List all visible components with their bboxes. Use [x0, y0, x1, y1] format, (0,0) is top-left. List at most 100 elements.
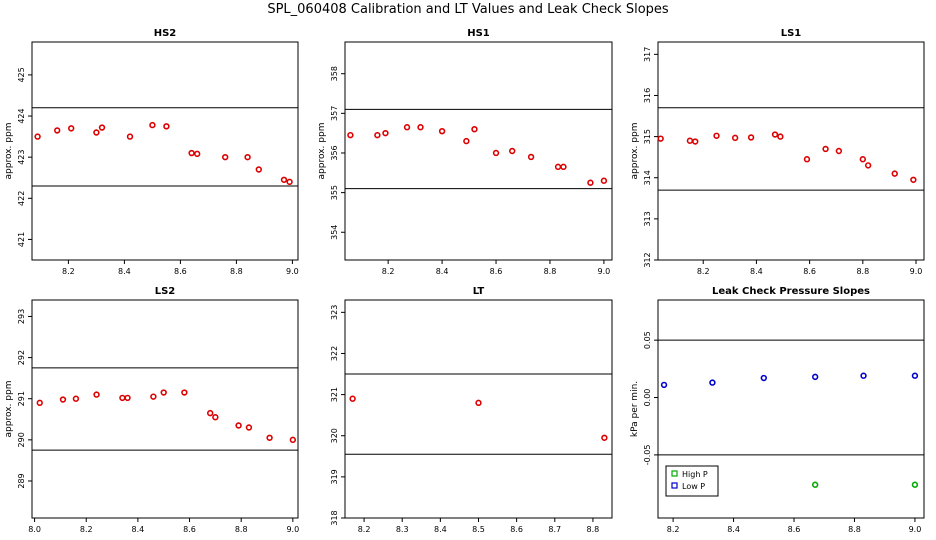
data-point [181, 389, 188, 396]
x-tick-label: 9.0 [286, 525, 299, 534]
x-tick-label: 8.8 [544, 267, 557, 276]
y-tick-label: 422 [17, 191, 26, 206]
figure-title: SPL_060408 Calibration and LT Values and… [267, 2, 669, 17]
data-point [93, 129, 100, 136]
data-point [713, 132, 720, 139]
data-point [59, 396, 67, 403]
data-point [36, 399, 43, 407]
x-tick-label: 9.0 [286, 267, 299, 276]
data-point [289, 436, 297, 444]
data-point [403, 124, 411, 131]
data-point [160, 389, 167, 396]
x-tick-label: 8.4 [727, 525, 740, 534]
y-tick-label: 355 [330, 185, 339, 200]
plot-frame [31, 41, 299, 261]
x-tick-label: 8.5 [472, 525, 485, 534]
data-point [126, 133, 134, 140]
data-point [911, 372, 919, 379]
data-point [835, 147, 843, 155]
x-tick-label: 8.2 [382, 267, 395, 276]
data-point [244, 153, 251, 161]
data-point [891, 170, 898, 177]
data-point [463, 137, 470, 145]
data-point [747, 134, 755, 141]
y-tick-label: 322 [330, 346, 339, 361]
plot-frame [344, 41, 613, 261]
data-point [280, 176, 288, 183]
panel-4: LS2 approx. ppm 8.0 8.2 8.4 8.6 8.8 9.0 289 290 29… [4, 286, 299, 534]
legend-swatch [671, 482, 678, 489]
data-point [811, 481, 819, 488]
y-tick-label: 314 [643, 170, 652, 185]
data-point [492, 149, 500, 157]
data-point [475, 399, 482, 407]
panel-5: LT 8.2 8.3 8.4 8.5 8.6 8.7 8.8 318 319 320 321 322 32… [330, 286, 613, 534]
x-tick-label: 9.0 [598, 267, 611, 276]
y-tick-label: 424 [17, 108, 26, 123]
x-tick-label: 8.3 [396, 525, 409, 534]
y-axis-label: approx. ppm [4, 381, 14, 438]
data-point [600, 177, 608, 184]
panel-title: HS2 [154, 28, 177, 39]
y-tick-label: 356 [330, 145, 339, 160]
data-point [777, 133, 784, 140]
y-tick-label: 320 [330, 428, 339, 443]
y-tick-label: 315 [643, 129, 652, 144]
y-tick-label: 317 [643, 47, 652, 62]
x-tick-label: 8.8 [856, 267, 869, 276]
panel-title: LS2 [155, 286, 176, 297]
data-point [374, 131, 381, 139]
data-point [72, 395, 80, 402]
data-point [349, 395, 356, 402]
panel-title: Leak Check Pressure Slopes [712, 286, 870, 297]
data-point [93, 391, 100, 398]
y-tick-label: 290 [17, 432, 26, 447]
data-point [509, 147, 516, 155]
x-tick-label: 8.6 [174, 267, 187, 276]
data-point [245, 424, 253, 431]
panel-title: LT [473, 286, 485, 297]
x-tick-label: 8.2 [667, 525, 680, 534]
x-tick-label: 8.4 [436, 267, 449, 276]
data-point [811, 373, 819, 381]
data-point [286, 178, 293, 186]
data-point [692, 138, 699, 145]
y-tick-label: 318 [330, 510, 339, 525]
data-point [417, 124, 424, 131]
x-tick-label: 8.6 [490, 267, 503, 276]
data-point [911, 481, 919, 488]
plot-frame [31, 299, 299, 519]
x-tick-label: 8.2 [80, 525, 93, 534]
data-point [266, 434, 273, 441]
x-tick-label: 8.0 [28, 525, 41, 534]
data-point [864, 162, 872, 169]
data-point [67, 125, 75, 132]
y-tick-label: 421 [17, 232, 26, 247]
data-point [859, 156, 867, 163]
y-axis-label: approx. ppm [630, 123, 640, 180]
x-tick-label: 8.8 [230, 267, 243, 276]
data-point [188, 149, 195, 157]
x-tick-label: 8.4 [750, 267, 763, 276]
y-tick-label: 423 [17, 150, 26, 165]
y-axis-label: kPa per min. [630, 381, 640, 437]
y-tick-label: 354 [330, 225, 339, 240]
y-tick-label: 357 [330, 106, 339, 121]
plot-frame [344, 299, 613, 519]
x-tick-label: 8.6 [510, 525, 523, 534]
data-point [255, 166, 262, 173]
y-tick-label: -0.05 [643, 445, 652, 466]
data-point [709, 379, 716, 386]
plot-frame [657, 299, 925, 519]
panel-6: Leak Check Pressure Slopes kPa per min. 8.… [630, 286, 925, 534]
panel-1: HS2 approx. ppm 8.2 8.4 8.6 8.8 9.0 421 422 423 42… [4, 28, 299, 276]
y-tick-label: 425 [17, 67, 26, 82]
y-tick-label: 293 [17, 309, 26, 324]
y-tick-label: 0.00 [643, 389, 652, 407]
data-point [347, 131, 354, 139]
x-tick-label: 8.2 [697, 267, 710, 276]
y-tick-label: 358 [330, 66, 339, 81]
panel-3: LS1 approx. ppm 8.2 8.4 8.6 8.8 9.0 312 313 314 31… [630, 28, 925, 276]
panel-title: LS1 [781, 28, 802, 39]
data-point [150, 393, 157, 400]
